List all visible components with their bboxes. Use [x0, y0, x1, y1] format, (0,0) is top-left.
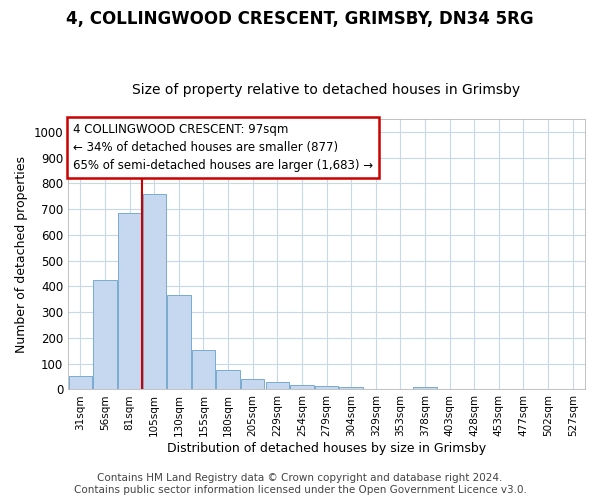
Bar	[167, 296, 191, 390]
Bar	[290, 385, 314, 390]
Bar	[266, 382, 289, 390]
Text: 4 COLLINGWOOD CRESCENT: 97sqm
← 34% of detached houses are smaller (877)
65% of : 4 COLLINGWOOD CRESCENT: 97sqm ← 34% of d…	[73, 123, 373, 172]
Bar	[413, 387, 437, 390]
Bar	[118, 213, 141, 390]
Bar	[68, 376, 92, 390]
Bar	[315, 386, 338, 390]
Bar	[192, 350, 215, 390]
Text: Contains HM Land Registry data © Crown copyright and database right 2024.
Contai: Contains HM Land Registry data © Crown c…	[74, 474, 526, 495]
Y-axis label: Number of detached properties: Number of detached properties	[15, 156, 28, 352]
Bar	[93, 280, 116, 390]
Title: Size of property relative to detached houses in Grimsby: Size of property relative to detached ho…	[133, 83, 521, 97]
Bar	[143, 194, 166, 390]
X-axis label: Distribution of detached houses by size in Grimsby: Distribution of detached houses by size …	[167, 442, 486, 455]
Bar	[241, 379, 265, 390]
Bar	[217, 370, 240, 390]
Bar	[340, 387, 363, 390]
Text: 4, COLLINGWOOD CRESCENT, GRIMSBY, DN34 5RG: 4, COLLINGWOOD CRESCENT, GRIMSBY, DN34 5…	[66, 10, 534, 28]
